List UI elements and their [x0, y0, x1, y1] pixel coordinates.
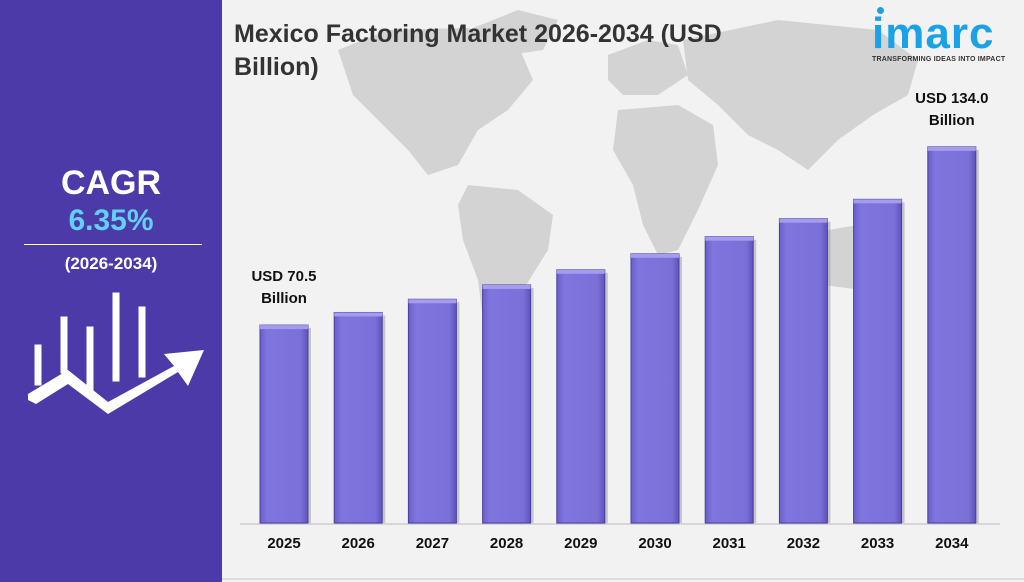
x-tick-label: 2031 — [713, 535, 746, 552]
bar-cap-2029 — [556, 269, 605, 274]
x-tick-label: 2033 — [861, 535, 894, 552]
cagr-sidebar: CAGR 6.35% (2026-2034) — [0, 0, 222, 582]
bar-cap-2028 — [482, 284, 531, 289]
bar-2031 — [704, 236, 754, 524]
bar-2027 — [407, 298, 457, 524]
bar-cap-2027 — [408, 299, 457, 304]
chart-title-line2: Billion) — [234, 53, 319, 81]
bar-cap-2025 — [260, 325, 308, 330]
bar-2032 — [778, 218, 828, 524]
bar-cap-2032 — [779, 218, 828, 223]
cagr-label: CAGR — [60, 164, 162, 202]
x-tick-label: 2028 — [490, 535, 523, 552]
bar-2028 — [482, 284, 532, 524]
x-tick-label: 2032 — [787, 535, 820, 552]
imarc-logo-dot — [877, 7, 884, 14]
bar-2026 — [333, 311, 383, 524]
data-label-2034-value: USD 134.0 — [915, 90, 988, 107]
growth-chart-arrow-icon — [28, 292, 204, 414]
chart-title: Mexico Factoring Market 2026-2034 (USD B… — [234, 18, 854, 84]
imarc-logo: imarc — [872, 9, 995, 58]
cagr-value: 6.35% — [68, 204, 154, 237]
bar-cap-2030 — [631, 253, 679, 258]
cagr-period: (2026-2034) — [64, 254, 158, 273]
x-tick-label: 2030 — [638, 535, 671, 552]
bottom-divider — [222, 578, 1024, 580]
x-tick-label: 2034 — [935, 535, 969, 552]
chart-title-line1: Mexico Factoring Market 2026-2034 (USD — [234, 20, 722, 48]
bar-cap-2031 — [705, 236, 754, 241]
bar-cap-2034 — [927, 146, 976, 151]
bar-cap-2033 — [853, 199, 902, 204]
bar-2033 — [853, 198, 903, 524]
bar-2030 — [630, 253, 680, 524]
bar-2034 — [927, 146, 977, 524]
bar-2025 — [259, 324, 309, 524]
bar-2029 — [556, 269, 606, 524]
data-label-2025-unit: Billion — [261, 290, 307, 307]
data-label-2034-unit: Billion — [929, 112, 975, 129]
bar-cap-2026 — [334, 312, 383, 317]
x-tick-label: 2026 — [342, 535, 375, 552]
imarc-tagline: TRANSFORMING IDEAS INTO IMPACT — [872, 56, 1006, 63]
data-label-2025-value: USD 70.5 — [251, 268, 316, 285]
cagr-divider — [24, 244, 202, 245]
x-tick-label: 2027 — [416, 535, 449, 552]
x-tick-label: 2029 — [564, 535, 597, 552]
x-tick-label: 2025 — [267, 535, 300, 552]
